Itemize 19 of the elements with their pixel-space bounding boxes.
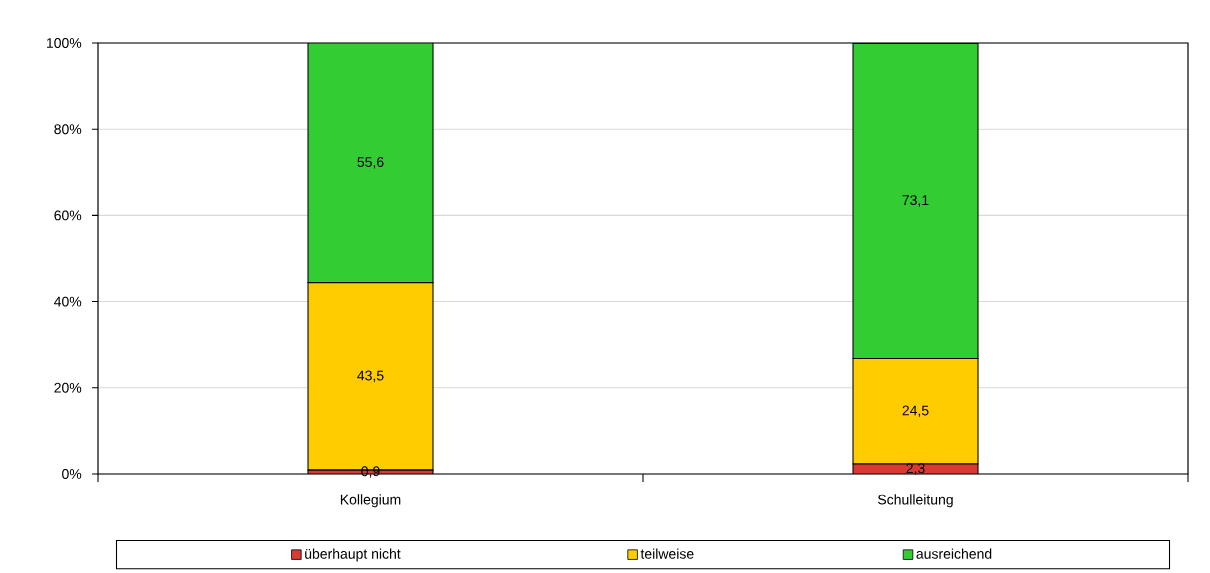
y-tick-label: 40% [54, 296, 82, 307]
bar [307, 42, 434, 284]
data-label: 73,1 [902, 195, 929, 207]
bar [852, 42, 979, 360]
data-label: 2,3 [906, 463, 925, 475]
y-tick-label: 60% [54, 210, 82, 221]
data-label: 24,5 [902, 405, 929, 418]
x-tick-label: Schulleitung [877, 494, 953, 508]
y-tick-label: 20% [54, 382, 82, 393]
legend-label: ausreichend [916, 548, 992, 559]
y-tick-label: 0% [62, 469, 82, 479]
data-label: 43,5 [357, 370, 384, 383]
data-label: 0,9 [361, 466, 380, 478]
y-tick-label: 100% [47, 38, 82, 48]
data-label: 55,6 [357, 157, 384, 169]
y-tick-label: 80% [54, 124, 82, 135]
x-tick-label: Kollegium [340, 494, 401, 508]
legend-label: teilweise [640, 548, 694, 559]
legend-label: überhaupt nicht [305, 548, 401, 562]
